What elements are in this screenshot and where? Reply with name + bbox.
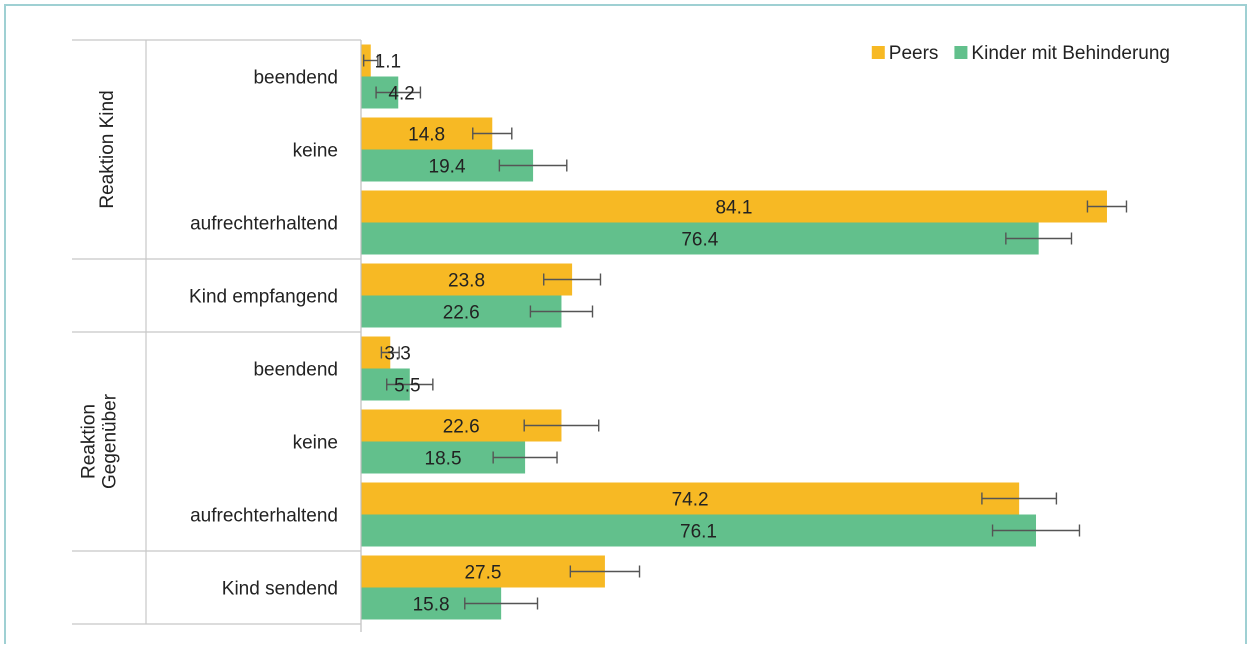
group-label-line: Reaktion	[79, 404, 100, 479]
data-label: 3.3	[384, 344, 410, 365]
data-label: 15.8	[413, 595, 450, 616]
data-label: 27.5	[464, 563, 501, 584]
data-label: 19.4	[429, 157, 466, 178]
group-label-line: Gegenüber	[100, 393, 121, 489]
data-label: 22.6	[443, 303, 480, 324]
category-label: aufrechterhaltend	[190, 214, 338, 235]
category-label: beendend	[253, 68, 338, 89]
legend-swatch	[954, 46, 968, 59]
bar	[361, 482, 1020, 515]
category-label: aufrechterhaltend	[190, 506, 338, 527]
category-label: Kind empfangend	[189, 287, 338, 308]
data-label: 76.1	[680, 522, 717, 543]
bar	[361, 117, 493, 150]
category-label: keine	[293, 141, 338, 162]
bar	[361, 190, 1107, 223]
data-label: 84.1	[715, 198, 752, 219]
data-label: 76.4	[681, 230, 718, 251]
bar	[361, 222, 1039, 255]
legend-label: Kinder mit Behinderung	[971, 43, 1170, 64]
data-label: 4.2	[388, 84, 414, 105]
group-label: Reaktion Kind	[97, 90, 118, 208]
category-label: Kind sendend	[222, 579, 338, 600]
bar	[361, 555, 605, 588]
bar	[361, 263, 573, 296]
category-label: beendend	[253, 360, 338, 381]
legend-label: Peers	[889, 43, 939, 64]
data-label: 22.6	[443, 417, 480, 438]
bar	[361, 295, 562, 328]
data-label: 18.5	[425, 449, 462, 470]
data-label: 74.2	[672, 490, 709, 511]
group-label: ReaktionGegenüber	[79, 393, 121, 489]
category-label: keine	[293, 433, 338, 454]
legend-swatch	[871, 46, 885, 59]
group-label-line: Reaktion Kind	[97, 90, 118, 208]
data-label: 23.8	[448, 271, 485, 292]
bar	[361, 514, 1037, 547]
data-label: 14.8	[408, 125, 445, 146]
data-label: 5.5	[394, 376, 420, 397]
data-label: 1.1	[375, 52, 401, 73]
